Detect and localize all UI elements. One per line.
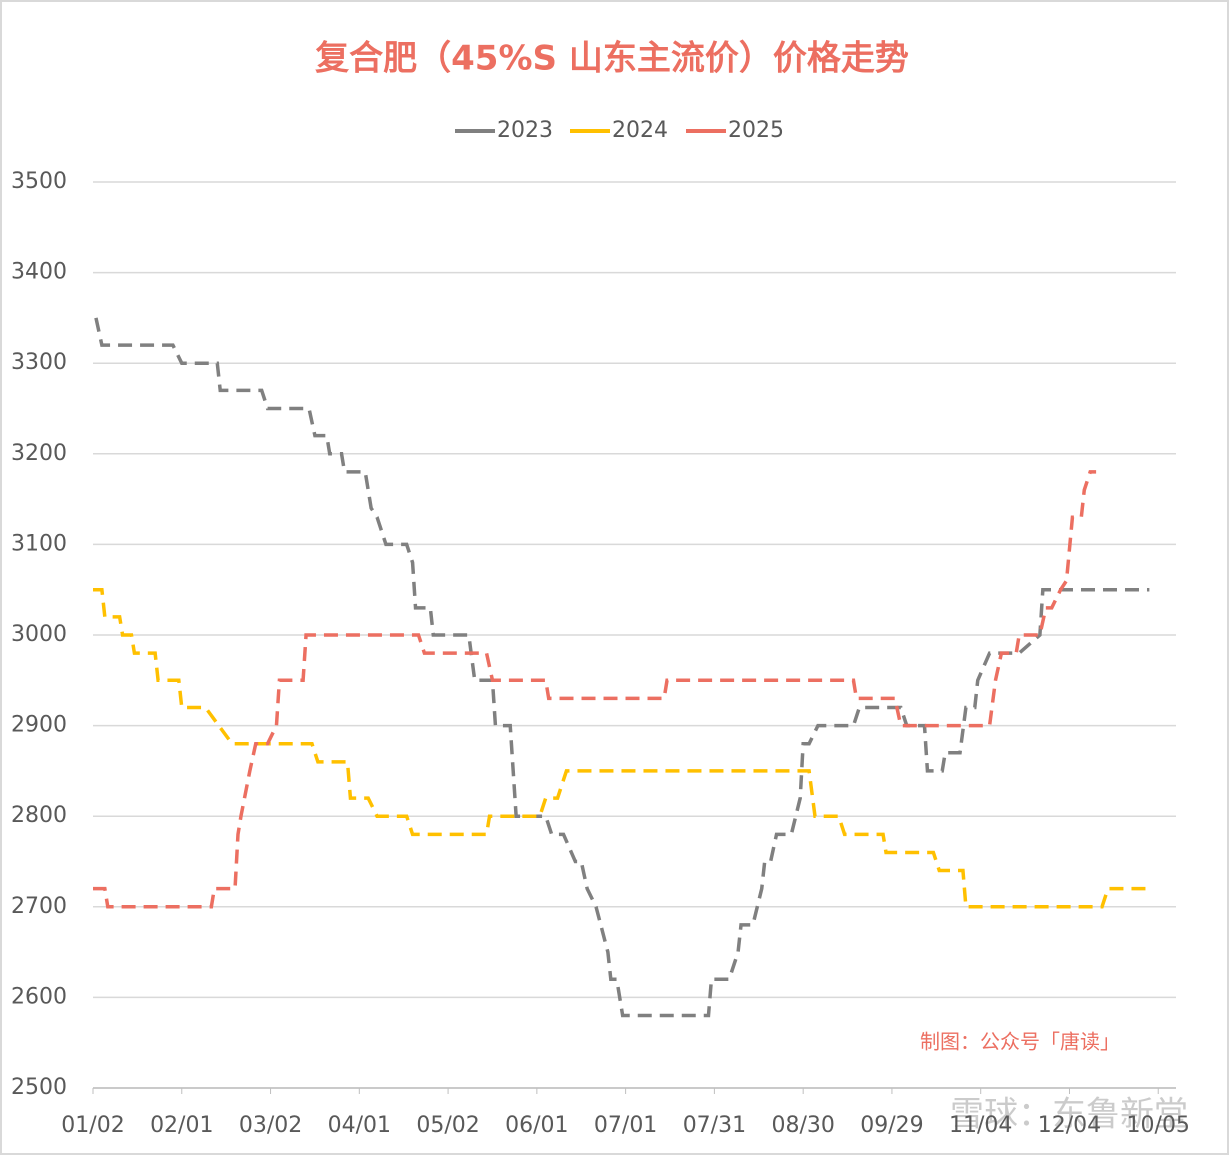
x-tick-label: 03/02 <box>239 1113 302 1138</box>
x-tick-label: 11/04 <box>949 1113 1012 1138</box>
x-tick-label: 02/01 <box>150 1113 213 1138</box>
chart-title: 复合肥（45%S 山东主流价）价格走势 <box>315 39 909 79</box>
watermark: 雪球：东鲁新堂 <box>950 1095 1188 1135</box>
series-line <box>93 587 1150 909</box>
y-tick-label: 2900 <box>11 713 67 738</box>
y-tick-label: 3100 <box>11 531 67 556</box>
legend-label: 2023 <box>497 118 553 143</box>
x-tick-label: 06/01 <box>505 1113 568 1138</box>
x-tick-label: 07/31 <box>683 1113 746 1138</box>
series-line <box>94 317 1150 1018</box>
x-tick-label: 04/01 <box>328 1113 391 1138</box>
series-line <box>93 470 1097 909</box>
legend-label: 2025 <box>728 118 784 143</box>
x-tick-label: 05/02 <box>416 1113 479 1138</box>
x-tick-label: 10/05 <box>1127 1113 1190 1138</box>
y-tick-label: 3500 <box>11 169 67 194</box>
y-tick-label: 2700 <box>11 894 67 919</box>
y-tick-label: 3000 <box>11 622 67 647</box>
x-tick-label: 08/30 <box>771 1113 834 1138</box>
y-tick-label: 2800 <box>11 803 67 828</box>
y-tick-label: 2600 <box>11 984 67 1009</box>
y-tick-label: 3300 <box>11 350 67 375</box>
y-tick-label: 3200 <box>11 441 67 466</box>
legend-label: 2024 <box>612 118 668 143</box>
x-tick-label: 01/02 <box>61 1113 124 1138</box>
y-tick-label: 3400 <box>11 260 67 285</box>
y-tick-label: 2500 <box>11 1075 67 1100</box>
x-tick-label: 09/29 <box>860 1113 923 1138</box>
x-tick-label: 07/01 <box>594 1113 657 1138</box>
annotation: 制图：公众号「唐读」 <box>920 1030 1120 1054</box>
x-tick-label: 12/04 <box>1038 1113 1101 1138</box>
